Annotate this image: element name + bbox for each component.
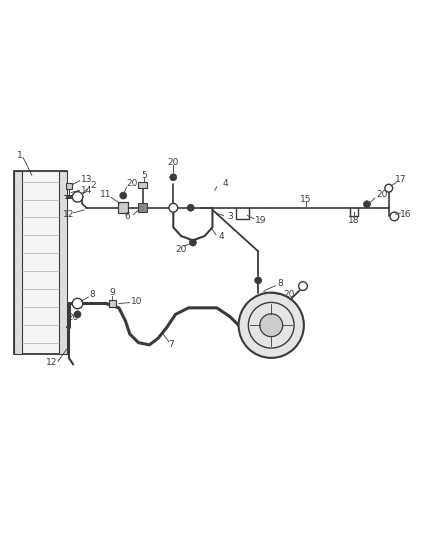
Bar (109, 300, 116, 308)
Bar (118, 202, 128, 213)
Text: 20: 20 (283, 290, 294, 300)
Text: 1: 1 (17, 151, 22, 160)
Text: 3: 3 (227, 212, 233, 221)
Circle shape (239, 293, 304, 358)
Circle shape (120, 192, 127, 199)
Text: 20: 20 (176, 245, 187, 254)
Text: 6: 6 (125, 212, 131, 221)
Circle shape (299, 282, 307, 290)
Circle shape (254, 277, 261, 284)
Circle shape (189, 239, 196, 246)
Text: 20: 20 (377, 190, 388, 199)
Bar (138, 182, 147, 188)
Text: 15: 15 (300, 195, 312, 204)
Bar (66, 183, 72, 189)
Circle shape (364, 201, 371, 208)
Text: 5: 5 (141, 171, 147, 180)
Circle shape (72, 298, 83, 309)
Circle shape (169, 204, 178, 212)
Text: 8: 8 (277, 279, 283, 288)
Text: 2: 2 (90, 181, 95, 190)
Circle shape (72, 192, 83, 202)
Text: 12: 12 (63, 210, 74, 219)
Text: 20: 20 (67, 313, 79, 322)
Text: 8: 8 (89, 290, 95, 300)
Text: 14: 14 (81, 186, 92, 195)
Text: 11: 11 (100, 190, 112, 199)
Circle shape (187, 204, 194, 211)
Bar (14, 171, 67, 353)
Text: 19: 19 (254, 216, 266, 225)
Bar (59, 171, 67, 353)
Circle shape (170, 174, 177, 181)
Text: 12: 12 (46, 358, 57, 367)
Text: 16: 16 (400, 210, 412, 219)
Text: 4: 4 (219, 231, 224, 240)
Text: 7: 7 (168, 341, 174, 349)
Circle shape (260, 314, 283, 337)
Bar (14, 171, 22, 353)
Text: 20: 20 (168, 158, 179, 166)
Text: 13: 13 (81, 175, 92, 184)
Bar (138, 204, 147, 212)
Circle shape (390, 212, 399, 221)
Text: 9: 9 (110, 288, 115, 297)
Text: 20: 20 (126, 179, 138, 188)
Circle shape (385, 184, 392, 192)
Text: 4: 4 (223, 179, 228, 188)
Text: 18: 18 (348, 216, 360, 225)
Circle shape (74, 311, 81, 318)
Text: 10: 10 (131, 297, 142, 306)
Text: 17: 17 (395, 175, 406, 184)
